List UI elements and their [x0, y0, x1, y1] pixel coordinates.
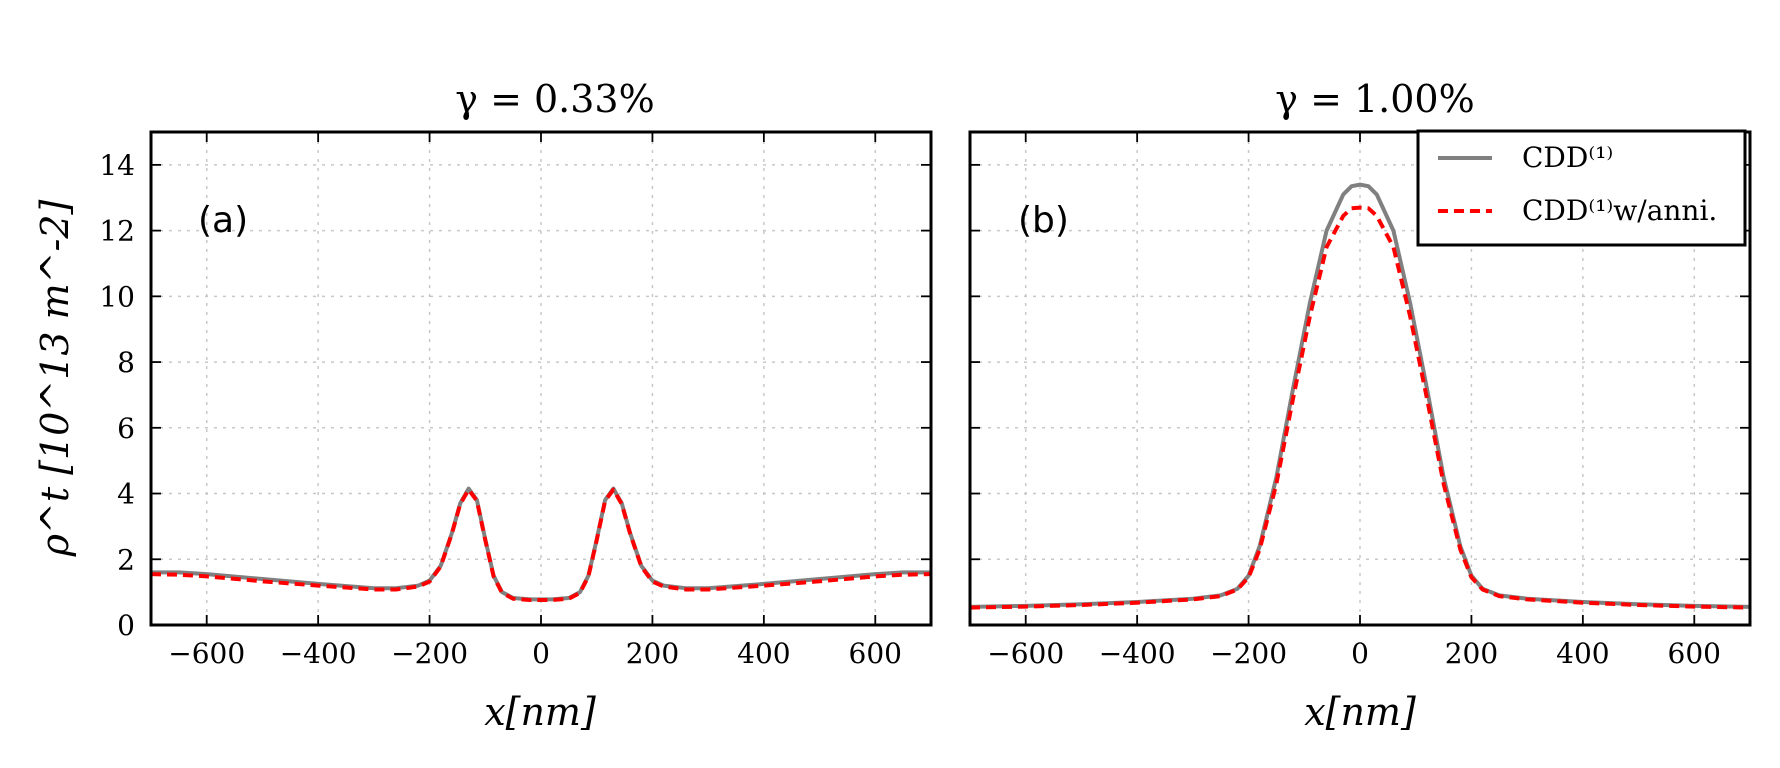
x-tick-label: 200 — [626, 637, 679, 670]
panel-a: γ = 0.33% −600 −400 −200 0 200 400 600 0 2 4 6 8 10 1… — [33, 77, 933, 734]
panel-b-x-axis-label: x[nm] — [1304, 690, 1416, 734]
legend: CDD⁽¹⁾ CDD⁽¹⁾w/anni. — [1416, 129, 1747, 247]
y-tick-label: 12 — [99, 215, 135, 248]
x-tick-label: −600 — [168, 637, 245, 670]
legend-box — [1416, 129, 1747, 247]
panel-b-plot-area: −600 −400 −200 0 200 400 600 — [968, 130, 1752, 670]
legend-label-cdd: CDD⁽¹⁾ — [1522, 141, 1613, 174]
x-tick-label: 600 — [1668, 637, 1721, 670]
x-tick-label: 400 — [1556, 637, 1609, 670]
x-tick-label: 0 — [1351, 637, 1369, 670]
x-tick-label: 0 — [532, 637, 550, 670]
y-axis-label: ρ^t [10^13 m^-2] — [33, 199, 77, 557]
panel-b-title: γ = 1.00% — [1275, 77, 1474, 121]
panel-b: γ = 1.00% −600 −400 −200 0 200 400 600 (b) x[n… — [968, 77, 1752, 734]
y-tick-label: 4 — [117, 478, 135, 511]
panel-a-x-axis-label: x[nm] — [484, 690, 596, 734]
panel-a-tag: (a) — [198, 200, 248, 241]
x-tick-label: −200 — [391, 637, 468, 670]
legend-label-cdd-anni: CDD⁽¹⁾w/anni. — [1522, 194, 1717, 227]
x-tick-label: 200 — [1445, 637, 1498, 670]
y-tick-label: 10 — [99, 280, 135, 313]
panel-a-frame — [149, 130, 933, 627]
x-tick-label: 600 — [849, 637, 902, 670]
y-tick-label: 2 — [117, 543, 135, 576]
panel-a-series-cdd-anni-line — [150, 487, 932, 602]
y-tick-label: 8 — [117, 346, 135, 379]
x-tick-label: −600 — [987, 637, 1064, 670]
y-tick-label: 6 — [117, 412, 135, 445]
x-tick-label: 400 — [737, 637, 790, 670]
x-tick-label: −400 — [280, 637, 357, 670]
x-tick-label: −200 — [1210, 637, 1287, 670]
y-tick-label: 14 — [99, 149, 135, 182]
panel-b-tag: (b) — [1018, 200, 1069, 241]
x-tick-label: −400 — [1099, 637, 1176, 670]
panel-b-series-cdd-anni-line — [969, 205, 1751, 610]
panel-a-plot-area: −600 −400 −200 0 200 400 600 0 2 4 6 8 10 12 14 — [99, 130, 933, 670]
panel-a-title: γ = 0.33% — [455, 77, 654, 121]
y-tick-label: 0 — [117, 609, 135, 642]
panel-b-frame — [968, 130, 1752, 627]
